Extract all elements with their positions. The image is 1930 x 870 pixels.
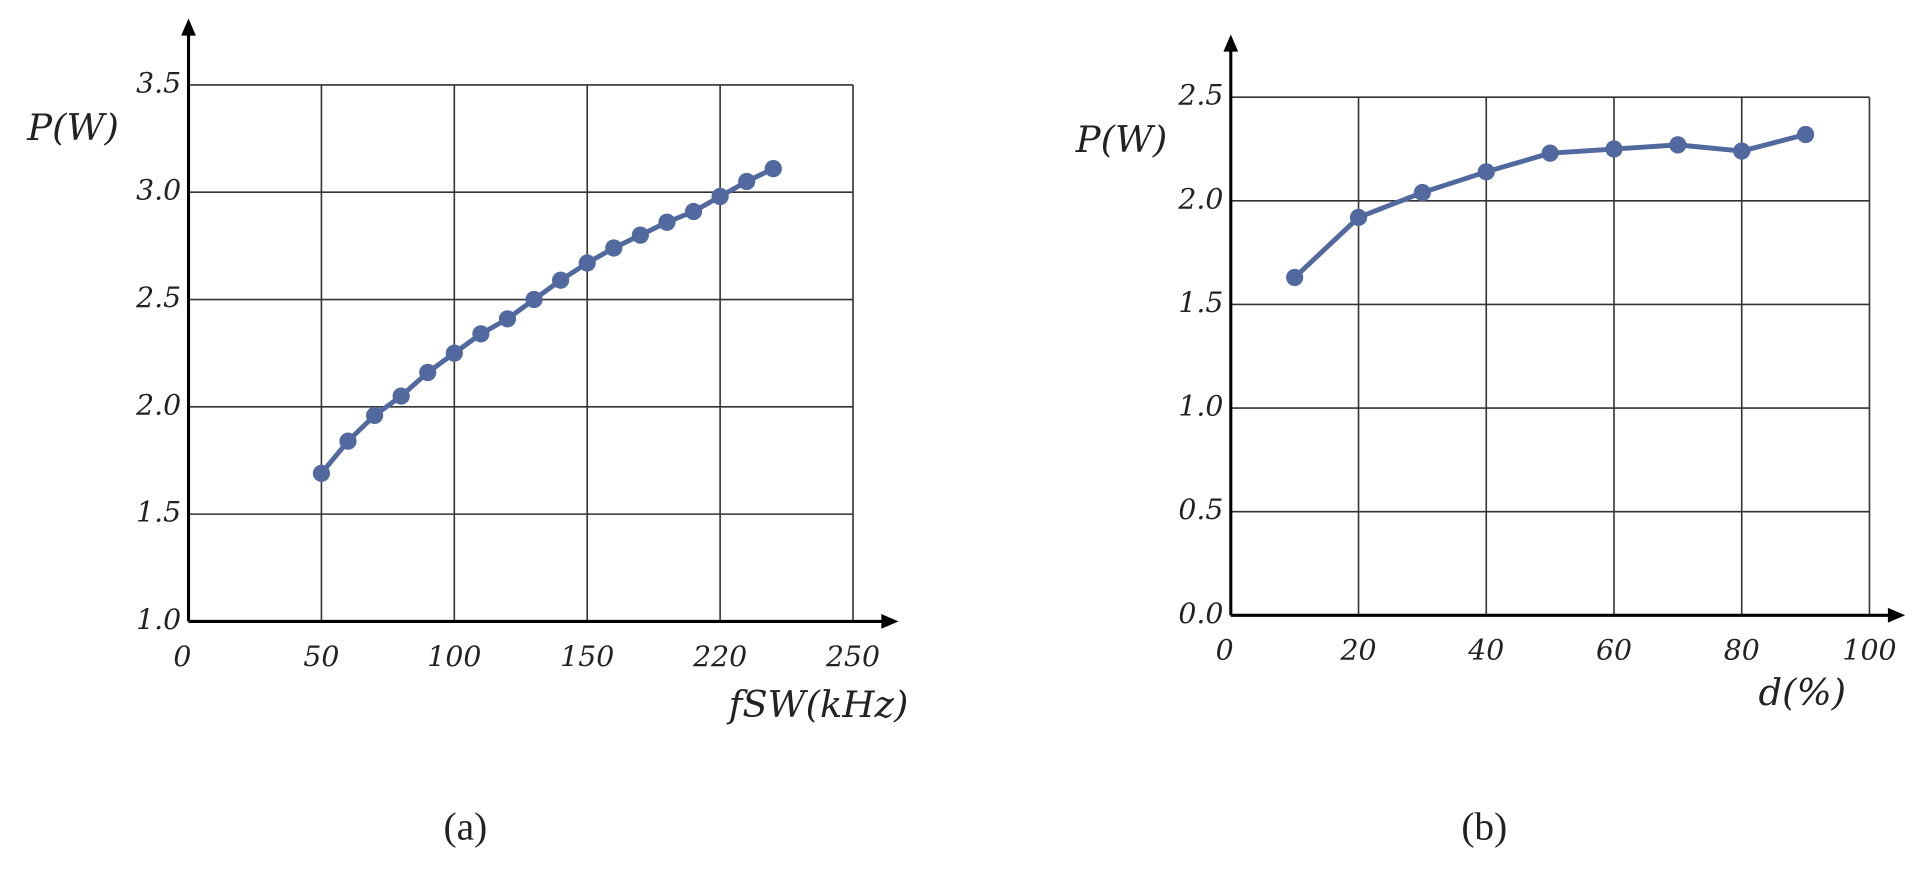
data-point xyxy=(392,387,410,405)
data-point xyxy=(472,325,490,343)
x-tick-label: 0 xyxy=(173,640,191,673)
y-tick-label: 2.0 xyxy=(135,388,181,421)
data-point xyxy=(1796,125,1815,144)
data-line xyxy=(319,166,775,475)
data-point xyxy=(312,464,331,482)
x-tick-label: 80 xyxy=(1724,634,1760,667)
y-tick-label: 0.5 xyxy=(1178,493,1223,526)
data-point xyxy=(1477,163,1495,181)
data-point xyxy=(1541,144,1559,162)
data-point xyxy=(711,187,729,206)
data-point xyxy=(1413,183,1432,202)
arrow xyxy=(181,18,196,36)
arrow xyxy=(881,614,899,629)
x-tick-label: 40 xyxy=(1467,634,1504,667)
y-tick-label: 0.0 xyxy=(1178,597,1223,630)
x-axis-label: fSW(kHz) xyxy=(726,683,909,726)
data-point xyxy=(552,271,570,289)
data-point xyxy=(684,202,703,221)
data-point xyxy=(498,310,517,328)
arrow xyxy=(1223,34,1239,52)
data-point xyxy=(1605,140,1623,158)
arrow xyxy=(1887,607,1906,623)
x-tick-label: 60 xyxy=(1596,634,1632,667)
data-point xyxy=(1349,208,1368,227)
data-point xyxy=(658,213,676,231)
x-tick-label: 100 xyxy=(427,640,481,673)
data-point xyxy=(764,159,782,178)
caption: (a) xyxy=(444,805,488,849)
x-tick-label: 20 xyxy=(1340,634,1377,667)
data-point xyxy=(578,254,596,272)
y-tick-label: 2.0 xyxy=(1177,182,1223,215)
y-tick-label: 3.0 xyxy=(136,174,181,207)
x-tick-label: 100 xyxy=(1842,634,1896,667)
x-tick-label: 50 xyxy=(303,640,339,673)
y-tick-label: 3.5 xyxy=(136,66,181,99)
data-point xyxy=(605,239,623,257)
y-tick-label: 1.0 xyxy=(136,603,181,636)
data-point xyxy=(445,344,463,362)
y-axis-label: P(W) xyxy=(26,106,119,149)
data-point xyxy=(1733,142,1751,160)
data-point xyxy=(738,172,756,191)
y-tick-label: 1.5 xyxy=(136,496,181,529)
data-point xyxy=(1286,268,1304,287)
y-tick-label: 2.5 xyxy=(1177,79,1223,112)
x-tick-label: 250 xyxy=(825,640,880,673)
x-tick-label: 220 xyxy=(692,640,747,673)
data-point xyxy=(365,406,384,425)
data-point xyxy=(1669,136,1687,154)
y-tick-label: 1.0 xyxy=(1178,390,1223,423)
data-point xyxy=(419,363,437,382)
x-tick-label: 150 xyxy=(560,640,614,673)
x-axis-label: d(%) xyxy=(1759,671,1847,714)
x-tick-label: 0 xyxy=(1216,634,1234,667)
caption: (b) xyxy=(1461,805,1507,849)
data-point xyxy=(631,226,649,244)
y-tick-label: 2.5 xyxy=(135,281,181,314)
data-point xyxy=(525,290,543,309)
y-tick-label: 1.5 xyxy=(1178,286,1223,319)
y-axis-label: P(W) xyxy=(1075,118,1168,161)
data-point xyxy=(339,432,357,450)
